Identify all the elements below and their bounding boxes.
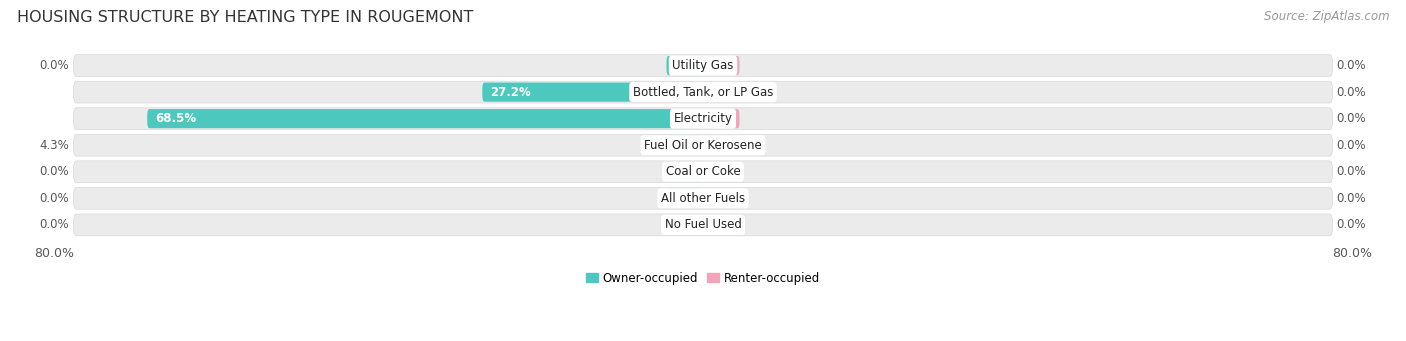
FancyBboxPatch shape — [703, 56, 740, 75]
Text: 4.3%: 4.3% — [39, 139, 69, 152]
FancyBboxPatch shape — [666, 56, 703, 75]
Text: All other Fuels: All other Fuels — [661, 192, 745, 205]
Text: 0.0%: 0.0% — [1337, 192, 1367, 205]
Text: Electricity: Electricity — [673, 112, 733, 125]
Text: Utility Gas: Utility Gas — [672, 59, 734, 72]
Text: Coal or Coke: Coal or Coke — [665, 165, 741, 178]
FancyBboxPatch shape — [666, 162, 703, 181]
Text: 0.0%: 0.0% — [39, 218, 69, 232]
FancyBboxPatch shape — [666, 189, 703, 208]
FancyBboxPatch shape — [703, 83, 740, 102]
Text: 0.0%: 0.0% — [1337, 112, 1367, 125]
FancyBboxPatch shape — [73, 134, 1333, 156]
Text: Fuel Oil or Kerosene: Fuel Oil or Kerosene — [644, 139, 762, 152]
FancyBboxPatch shape — [703, 189, 740, 208]
Text: 0.0%: 0.0% — [39, 59, 69, 72]
Text: 0.0%: 0.0% — [1337, 165, 1367, 178]
FancyBboxPatch shape — [73, 55, 1333, 76]
FancyBboxPatch shape — [73, 214, 1333, 236]
Text: Source: ZipAtlas.com: Source: ZipAtlas.com — [1264, 10, 1389, 23]
FancyBboxPatch shape — [73, 188, 1333, 209]
FancyBboxPatch shape — [482, 83, 703, 102]
Text: No Fuel Used: No Fuel Used — [665, 218, 741, 232]
Text: 0.0%: 0.0% — [39, 165, 69, 178]
FancyBboxPatch shape — [73, 161, 1333, 183]
Text: 0.0%: 0.0% — [1337, 139, 1367, 152]
FancyBboxPatch shape — [703, 162, 740, 181]
FancyBboxPatch shape — [703, 109, 740, 128]
FancyBboxPatch shape — [666, 215, 703, 234]
Text: 27.2%: 27.2% — [491, 86, 531, 99]
Text: HOUSING STRUCTURE BY HEATING TYPE IN ROUGEMONT: HOUSING STRUCTURE BY HEATING TYPE IN ROU… — [17, 10, 474, 25]
FancyBboxPatch shape — [703, 136, 740, 155]
FancyBboxPatch shape — [666, 136, 703, 155]
Text: 68.5%: 68.5% — [155, 112, 197, 125]
Text: 0.0%: 0.0% — [1337, 86, 1367, 99]
FancyBboxPatch shape — [148, 109, 703, 128]
Legend: Owner-occupied, Renter-occupied: Owner-occupied, Renter-occupied — [581, 267, 825, 289]
Text: Bottled, Tank, or LP Gas: Bottled, Tank, or LP Gas — [633, 86, 773, 99]
Text: 0.0%: 0.0% — [39, 192, 69, 205]
FancyBboxPatch shape — [73, 108, 1333, 130]
Text: 0.0%: 0.0% — [1337, 218, 1367, 232]
FancyBboxPatch shape — [703, 215, 740, 234]
FancyBboxPatch shape — [73, 81, 1333, 103]
Text: 0.0%: 0.0% — [1337, 59, 1367, 72]
